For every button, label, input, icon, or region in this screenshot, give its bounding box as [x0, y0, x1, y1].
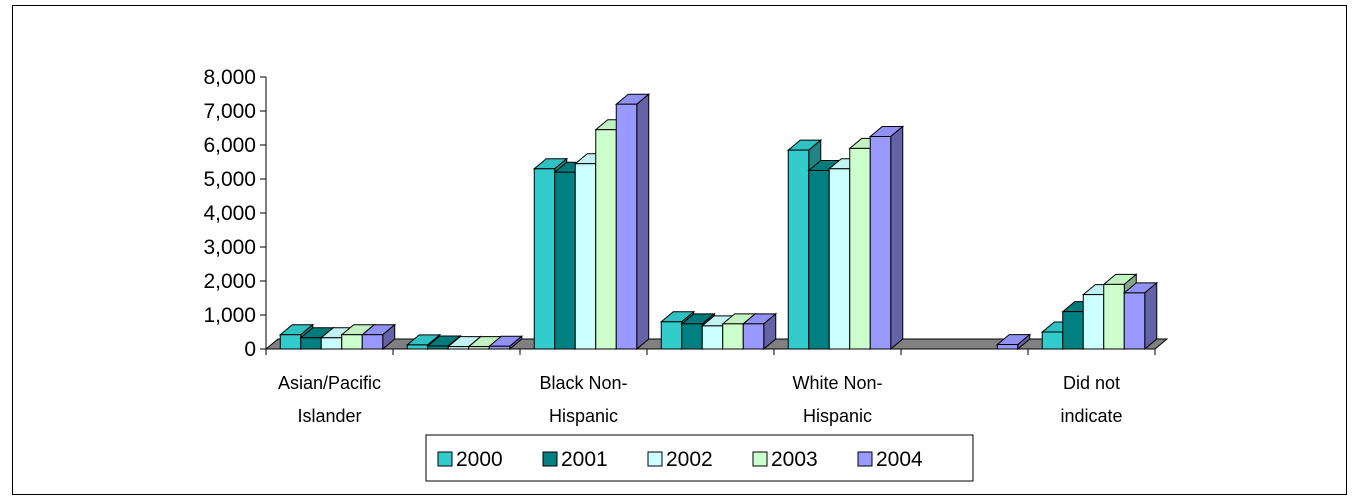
- bar-front: [468, 346, 490, 350]
- bar-front: [828, 168, 851, 350]
- x-tick-label: Islander: [297, 406, 361, 426]
- legend-swatch: [752, 451, 768, 467]
- x-tick-label: White Non-: [792, 373, 882, 393]
- legend-item-2002[interactable]: 2002: [647, 448, 713, 471]
- x-tick-label: Asian/Pacific: [278, 373, 381, 393]
- bar-2004: [360, 323, 397, 351]
- bar-front: [1082, 294, 1105, 350]
- bars: [278, 93, 1159, 351]
- y-tick-label: 8,000: [203, 66, 256, 89]
- legend-label: 2003: [771, 448, 818, 471]
- bar-2004: [868, 125, 905, 351]
- bar-front: [406, 344, 429, 350]
- legend-swatch: [542, 451, 558, 467]
- legend-swatch: [437, 451, 453, 467]
- bar-front: [533, 168, 556, 350]
- y-tick-label: 6,000: [203, 134, 256, 157]
- bar-front: [996, 344, 1019, 350]
- legend-label: 2001: [561, 448, 608, 471]
- bar-2004: [1122, 281, 1159, 351]
- y-tick-label: 5,000: [203, 168, 256, 191]
- y-tick-label: 3,000: [203, 236, 256, 259]
- bar-front: [701, 325, 724, 350]
- bar-front: [808, 170, 830, 350]
- bar-front: [615, 103, 638, 350]
- bar-front: [361, 334, 384, 350]
- legend-swatch: [857, 451, 873, 467]
- legend-item-2000[interactable]: 2000: [437, 448, 503, 471]
- bar-front: [681, 323, 703, 350]
- bar-front: [722, 323, 744, 350]
- bar-front: [488, 345, 511, 350]
- legend-item-2001[interactable]: 2001: [542, 448, 608, 471]
- bar-front: [427, 345, 449, 350]
- bar-front: [1123, 292, 1146, 350]
- y-tick-label: 2,000: [203, 270, 256, 293]
- bar-2004: [487, 335, 524, 351]
- chart-frame: 0 1,000 2,000 3,000 4,000 5,000 6,000 7,000 8,00…: [12, 5, 1347, 495]
- y-tick-label: 0: [244, 338, 256, 361]
- y-tick-label: 4,000: [203, 202, 256, 225]
- legend-label: 2002: [666, 448, 713, 471]
- legend-box: [425, 434, 974, 482]
- bar-front: [574, 163, 597, 350]
- legend-item-2004[interactable]: 2004: [857, 448, 923, 471]
- x-tick-label: Black Non-: [539, 373, 627, 393]
- bar-front: [320, 337, 343, 350]
- bar-front: [341, 334, 363, 350]
- y-axis: 0 1,000 2,000 3,000 4,000 5,000 6,000 7,000 8,00…: [203, 66, 267, 361]
- x-tick-label: indicate: [1060, 406, 1122, 426]
- legend-label: 2004: [876, 448, 923, 471]
- bar-front: [595, 129, 617, 350]
- x-tick-label: Did not: [1063, 373, 1120, 393]
- x-axis: Asian/Pacific Islander Black Non- Hispanic W…: [265, 348, 1156, 426]
- bar-front: [660, 321, 683, 350]
- legend[interactable]: 2000 2001 2002 2003 2004: [425, 434, 974, 482]
- bar-front: [849, 147, 871, 350]
- bar-front: [447, 346, 470, 350]
- bar-front: [1062, 311, 1084, 350]
- legend-item-2003[interactable]: 2003: [752, 448, 818, 471]
- bar-front: [554, 171, 576, 350]
- bar-chart: 0 1,000 2,000 3,000 4,000 5,000 6,000 7,000 8,00…: [203, 66, 1169, 482]
- y-tick-label: 7,000: [203, 100, 256, 123]
- x-tick-label: Hispanic: [549, 406, 618, 426]
- legend-label: 2000: [456, 448, 503, 471]
- bar-side: [890, 125, 904, 351]
- bar-front: [300, 337, 322, 350]
- bar-2004: [995, 333, 1032, 351]
- legend-swatch: [647, 451, 663, 467]
- bar-front: [787, 149, 810, 350]
- bar-side: [636, 93, 650, 351]
- bar-front: [1103, 283, 1125, 350]
- bar-front: [742, 323, 765, 350]
- bar-front: [1041, 331, 1064, 350]
- bar-side: [1144, 281, 1158, 351]
- bar-front: [279, 334, 302, 350]
- x-tick-label: Hispanic: [803, 406, 872, 426]
- bar-2004: [614, 93, 651, 351]
- bar-2004: [741, 312, 778, 351]
- y-tick-label: 1,000: [203, 304, 256, 327]
- bar-front: [869, 136, 892, 350]
